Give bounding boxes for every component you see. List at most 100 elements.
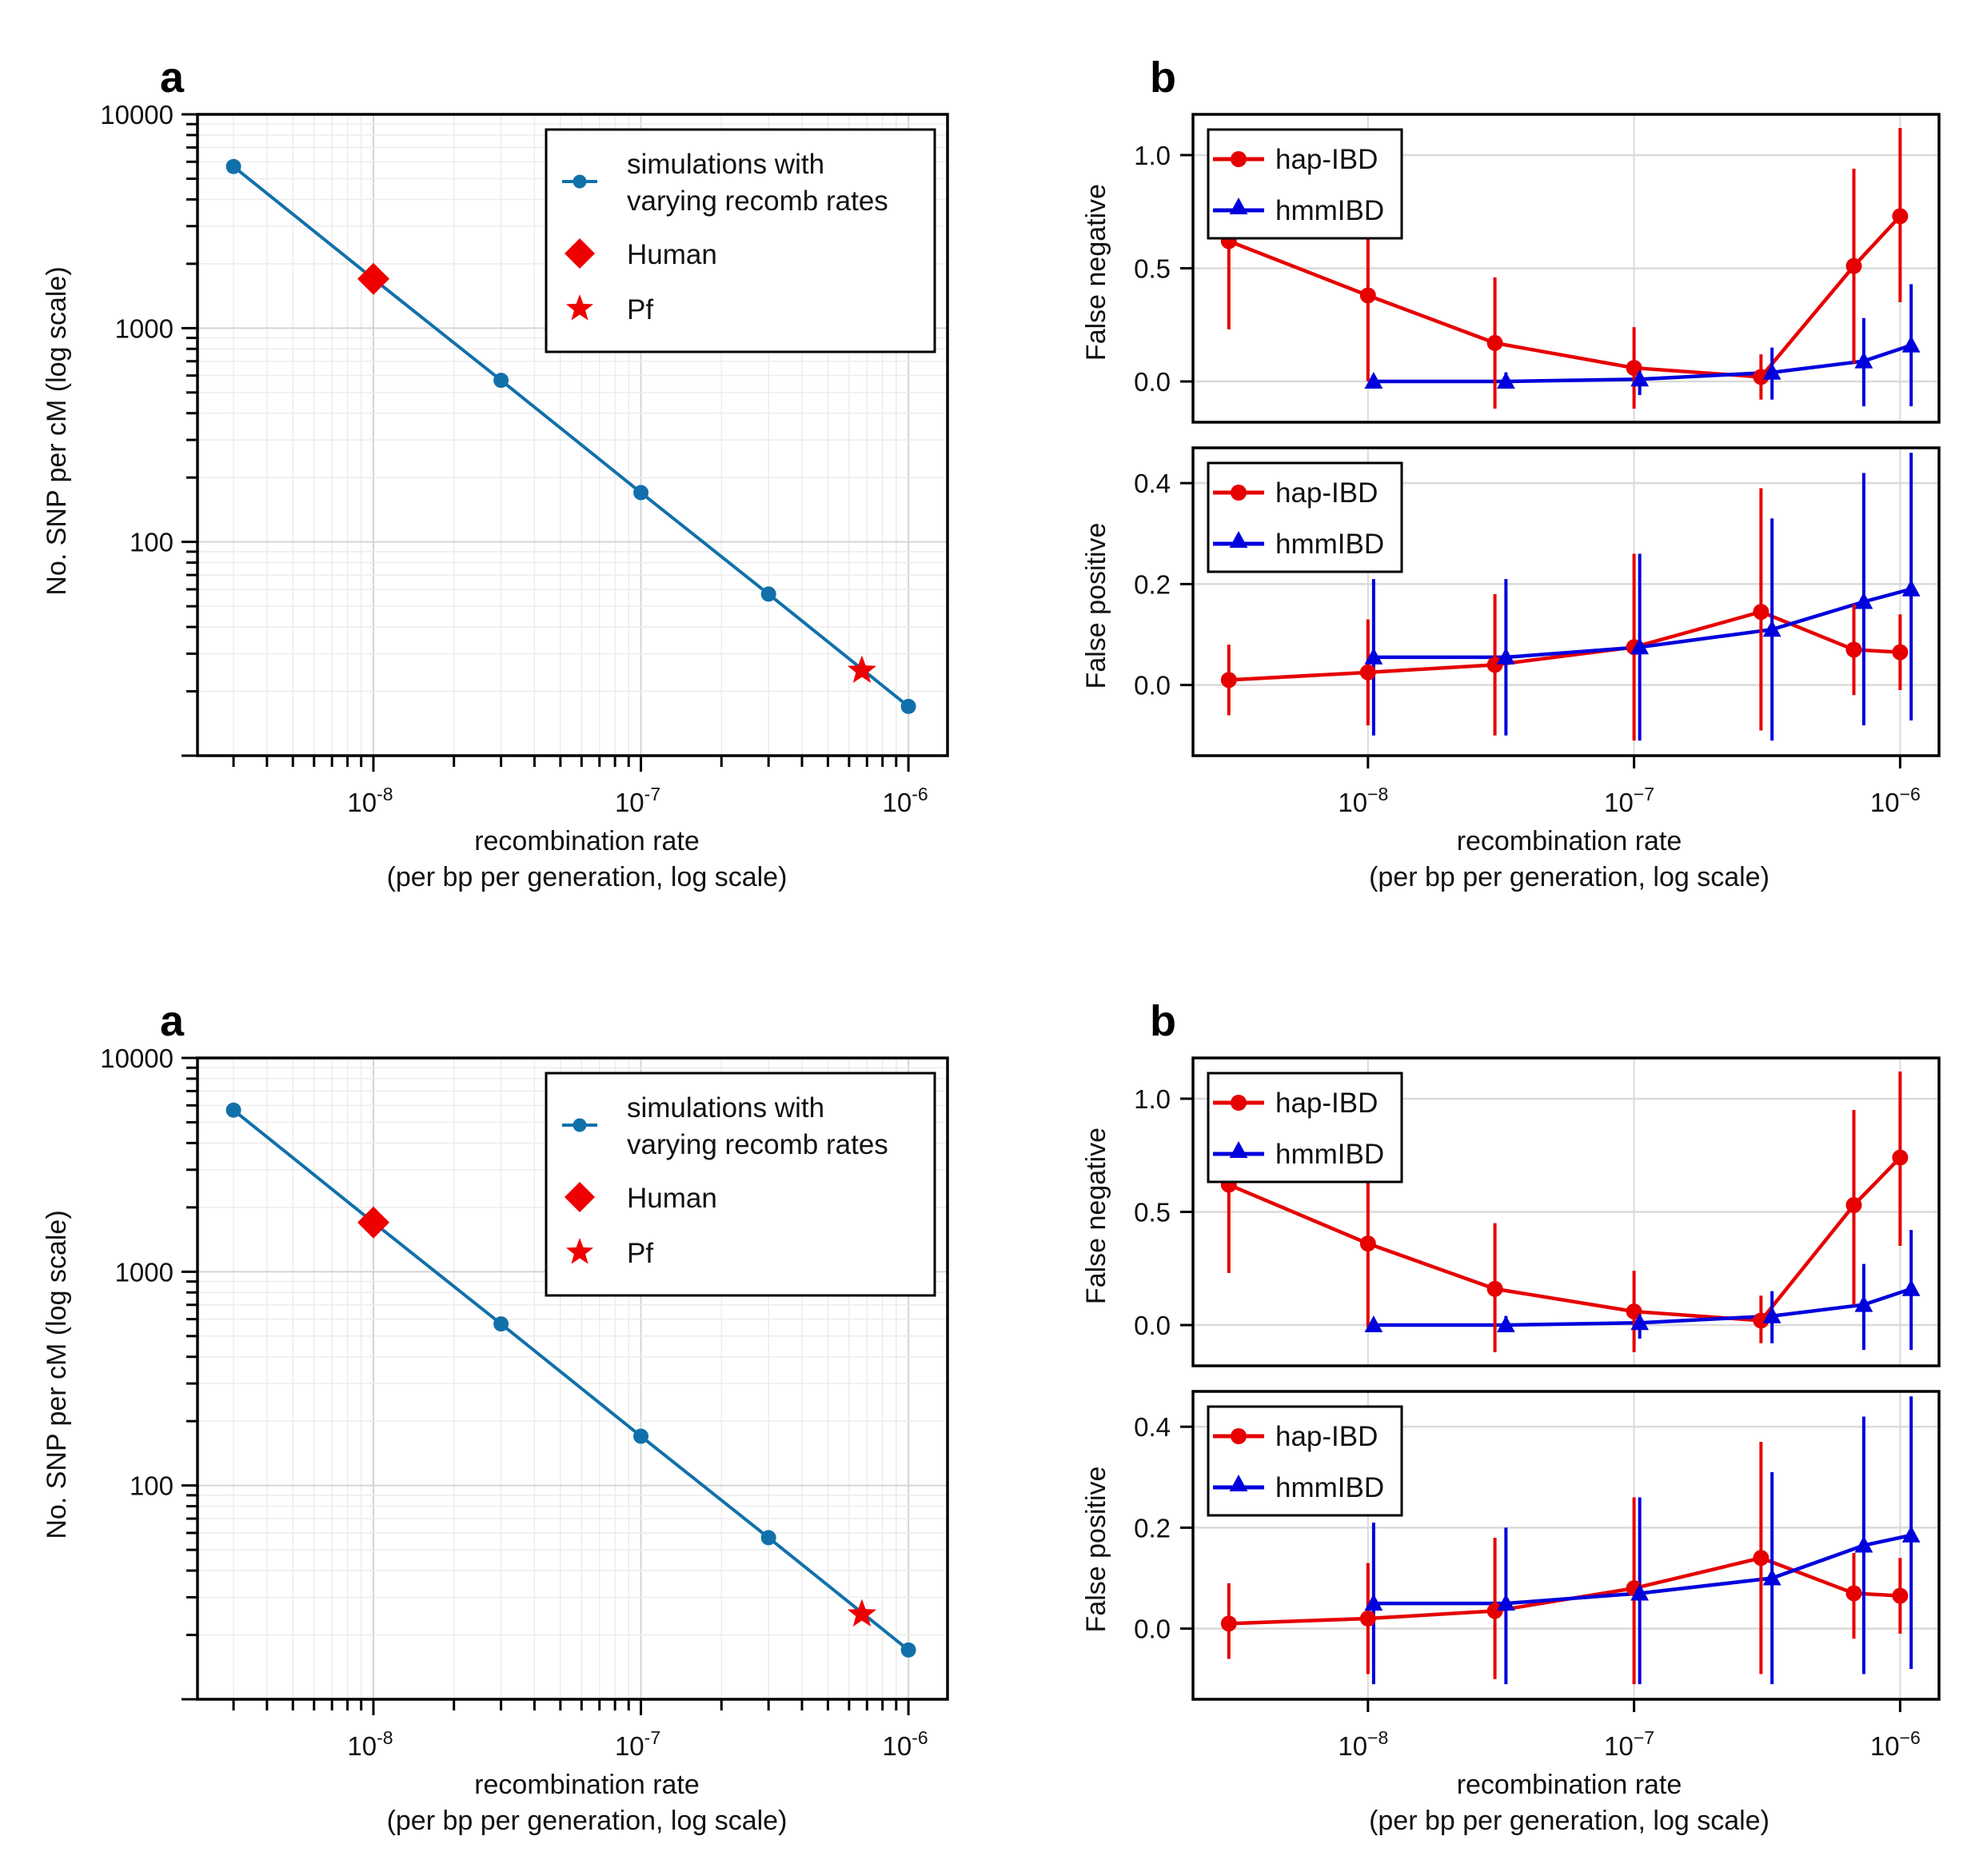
legend-triangle-icon xyxy=(1229,531,1248,548)
legend: simulations with varying recomb rates Huma… xyxy=(545,128,936,353)
data-point-hap-ibd xyxy=(1359,287,1376,304)
legend-label-hmmibd: hmmIBD xyxy=(1275,1139,1384,1170)
legend: hap-IBD hmmIBD xyxy=(1207,128,1403,240)
y-axis-label: False positive xyxy=(1081,1467,1111,1633)
legend: hap-IBD hmmIBD xyxy=(1207,1405,1403,1517)
data-point-hmmibd xyxy=(1364,372,1383,389)
data-point-hmmibd xyxy=(1762,362,1781,380)
data-point-hmmibd xyxy=(1630,1583,1650,1601)
data-point-hap-ibd xyxy=(1892,644,1909,661)
y-tick-label: 0.0 xyxy=(1134,367,1171,397)
x-tick-label: 10−6 xyxy=(1870,784,1921,817)
plot-frame xyxy=(196,113,949,757)
pf-marker xyxy=(847,655,876,683)
legend-circle-icon xyxy=(1231,1428,1247,1444)
x-tick-label: 10−8 xyxy=(1338,1727,1388,1761)
data-point-hap-ibd xyxy=(1753,1550,1770,1567)
x-tick-base: 10 xyxy=(1338,1731,1367,1761)
legend-circle-icon xyxy=(1231,485,1247,501)
legend-box xyxy=(1207,461,1403,573)
data-point-hap-ibd xyxy=(1753,604,1770,621)
x-axis-label-sub: (per bp per generation, log scale) xyxy=(1369,1806,1770,1836)
data-point xyxy=(760,586,776,602)
data-point xyxy=(493,373,509,389)
x-tick-exponent: −8 xyxy=(1367,784,1388,804)
legend-label-simulations-2: varying recomb rates xyxy=(627,1129,888,1160)
data-point xyxy=(900,1642,916,1658)
data-point-hmmibd xyxy=(1630,369,1650,387)
x-tick-base: 10 xyxy=(347,788,377,817)
data-point-hap-ibd xyxy=(1626,360,1642,377)
legend-box xyxy=(545,1072,936,1297)
x-axis-label: recombination rate xyxy=(1457,1770,1682,1800)
legend-star-icon xyxy=(565,294,594,321)
y-axis-label: No. SNP per cM (log scale) xyxy=(42,266,72,595)
x-tick-base: 10 xyxy=(1604,788,1634,817)
y-tick-label: 100 xyxy=(130,1471,174,1501)
legend-circle-icon xyxy=(573,174,587,189)
plot-frame xyxy=(1191,1390,1941,1701)
plot-frame xyxy=(1191,1056,1941,1367)
data-point-hap-ibd xyxy=(1845,641,1862,658)
series-line xyxy=(232,165,910,708)
y-tick-label: 0.0 xyxy=(1134,1311,1171,1340)
y-axis-label: No. SNP per cM (log scale) xyxy=(42,1210,72,1539)
y-tick-label: 0.5 xyxy=(1134,254,1171,284)
data-point-hap-ibd xyxy=(1220,1615,1237,1632)
legend-diamond-icon xyxy=(565,1182,595,1212)
legend: hap-IBD hmmIBD xyxy=(1207,1072,1403,1183)
data-point-hmmibd xyxy=(1854,351,1873,369)
data-point-hmmibd xyxy=(1496,1594,1515,1611)
data-point xyxy=(633,485,649,501)
data-point-hap-ibd xyxy=(1486,1280,1503,1297)
legend-star-icon xyxy=(565,1238,594,1264)
x-tick-label: 10−8 xyxy=(1338,784,1388,817)
x-tick-base: 10 xyxy=(883,788,912,817)
data-point-hap-ibd xyxy=(1359,1235,1376,1252)
legend-label-human: Human xyxy=(627,239,717,270)
x-tick-label: 10−7 xyxy=(1604,784,1654,817)
human-marker xyxy=(357,262,389,295)
data-point-hmmibd xyxy=(1901,335,1921,353)
x-tick-label: 10-6 xyxy=(883,1727,928,1761)
data-point xyxy=(760,1530,776,1546)
series-line-hmmIBD xyxy=(1373,1533,1912,1606)
data-point-hap-ibd xyxy=(1845,1585,1862,1602)
y-tick-label: 1000 xyxy=(115,313,174,343)
x-tick-exponent: -8 xyxy=(377,1727,393,1748)
panel-label: a xyxy=(160,54,185,102)
legend-circle-icon xyxy=(573,1118,587,1132)
x-tick-exponent: −7 xyxy=(1634,784,1654,804)
data-point-hmmibd xyxy=(1762,1568,1781,1586)
data-point-hap-ibd xyxy=(1892,208,1909,225)
data-point xyxy=(493,1316,509,1332)
legend-label-hap-ibd: hap-IBD xyxy=(1275,144,1378,175)
y-tick-label: 0.4 xyxy=(1134,1412,1171,1442)
data-point-hmmibd xyxy=(1762,1306,1781,1323)
legend-label-hap-ibd: hap-IBD xyxy=(1275,1088,1378,1119)
legend-label-pf: Pf xyxy=(627,294,653,325)
x-tick-exponent: −7 xyxy=(1634,1727,1654,1748)
panel-label: b xyxy=(1150,54,1176,102)
x-tick-base: 10 xyxy=(1870,788,1900,817)
y-tick-label: 0.0 xyxy=(1134,671,1171,701)
legend-label-simulations-2: varying recomb rates xyxy=(627,186,888,217)
x-tick-label: 10−7 xyxy=(1604,1727,1654,1761)
data-point-hap-ibd xyxy=(1892,1587,1909,1604)
x-axis-label: recombination rate xyxy=(474,826,700,856)
legend-triangle-icon xyxy=(1229,1475,1248,1491)
legend-label-pf: Pf xyxy=(627,1238,653,1269)
series-line-hmmIBD xyxy=(1373,343,1912,384)
data-point-hap-ibd xyxy=(1753,1312,1770,1329)
x-axis-label-sub: (per bp per generation, log scale) xyxy=(387,1806,788,1836)
legend-circle-icon xyxy=(1231,1095,1247,1111)
y-axis-label: False negative xyxy=(1081,184,1111,361)
data-point-hmmibd xyxy=(1854,592,1873,609)
data-point-hap-ibd xyxy=(1892,1149,1909,1166)
series-line-hmmIBD xyxy=(1373,587,1912,660)
x-tick-base: 10 xyxy=(615,1731,644,1761)
